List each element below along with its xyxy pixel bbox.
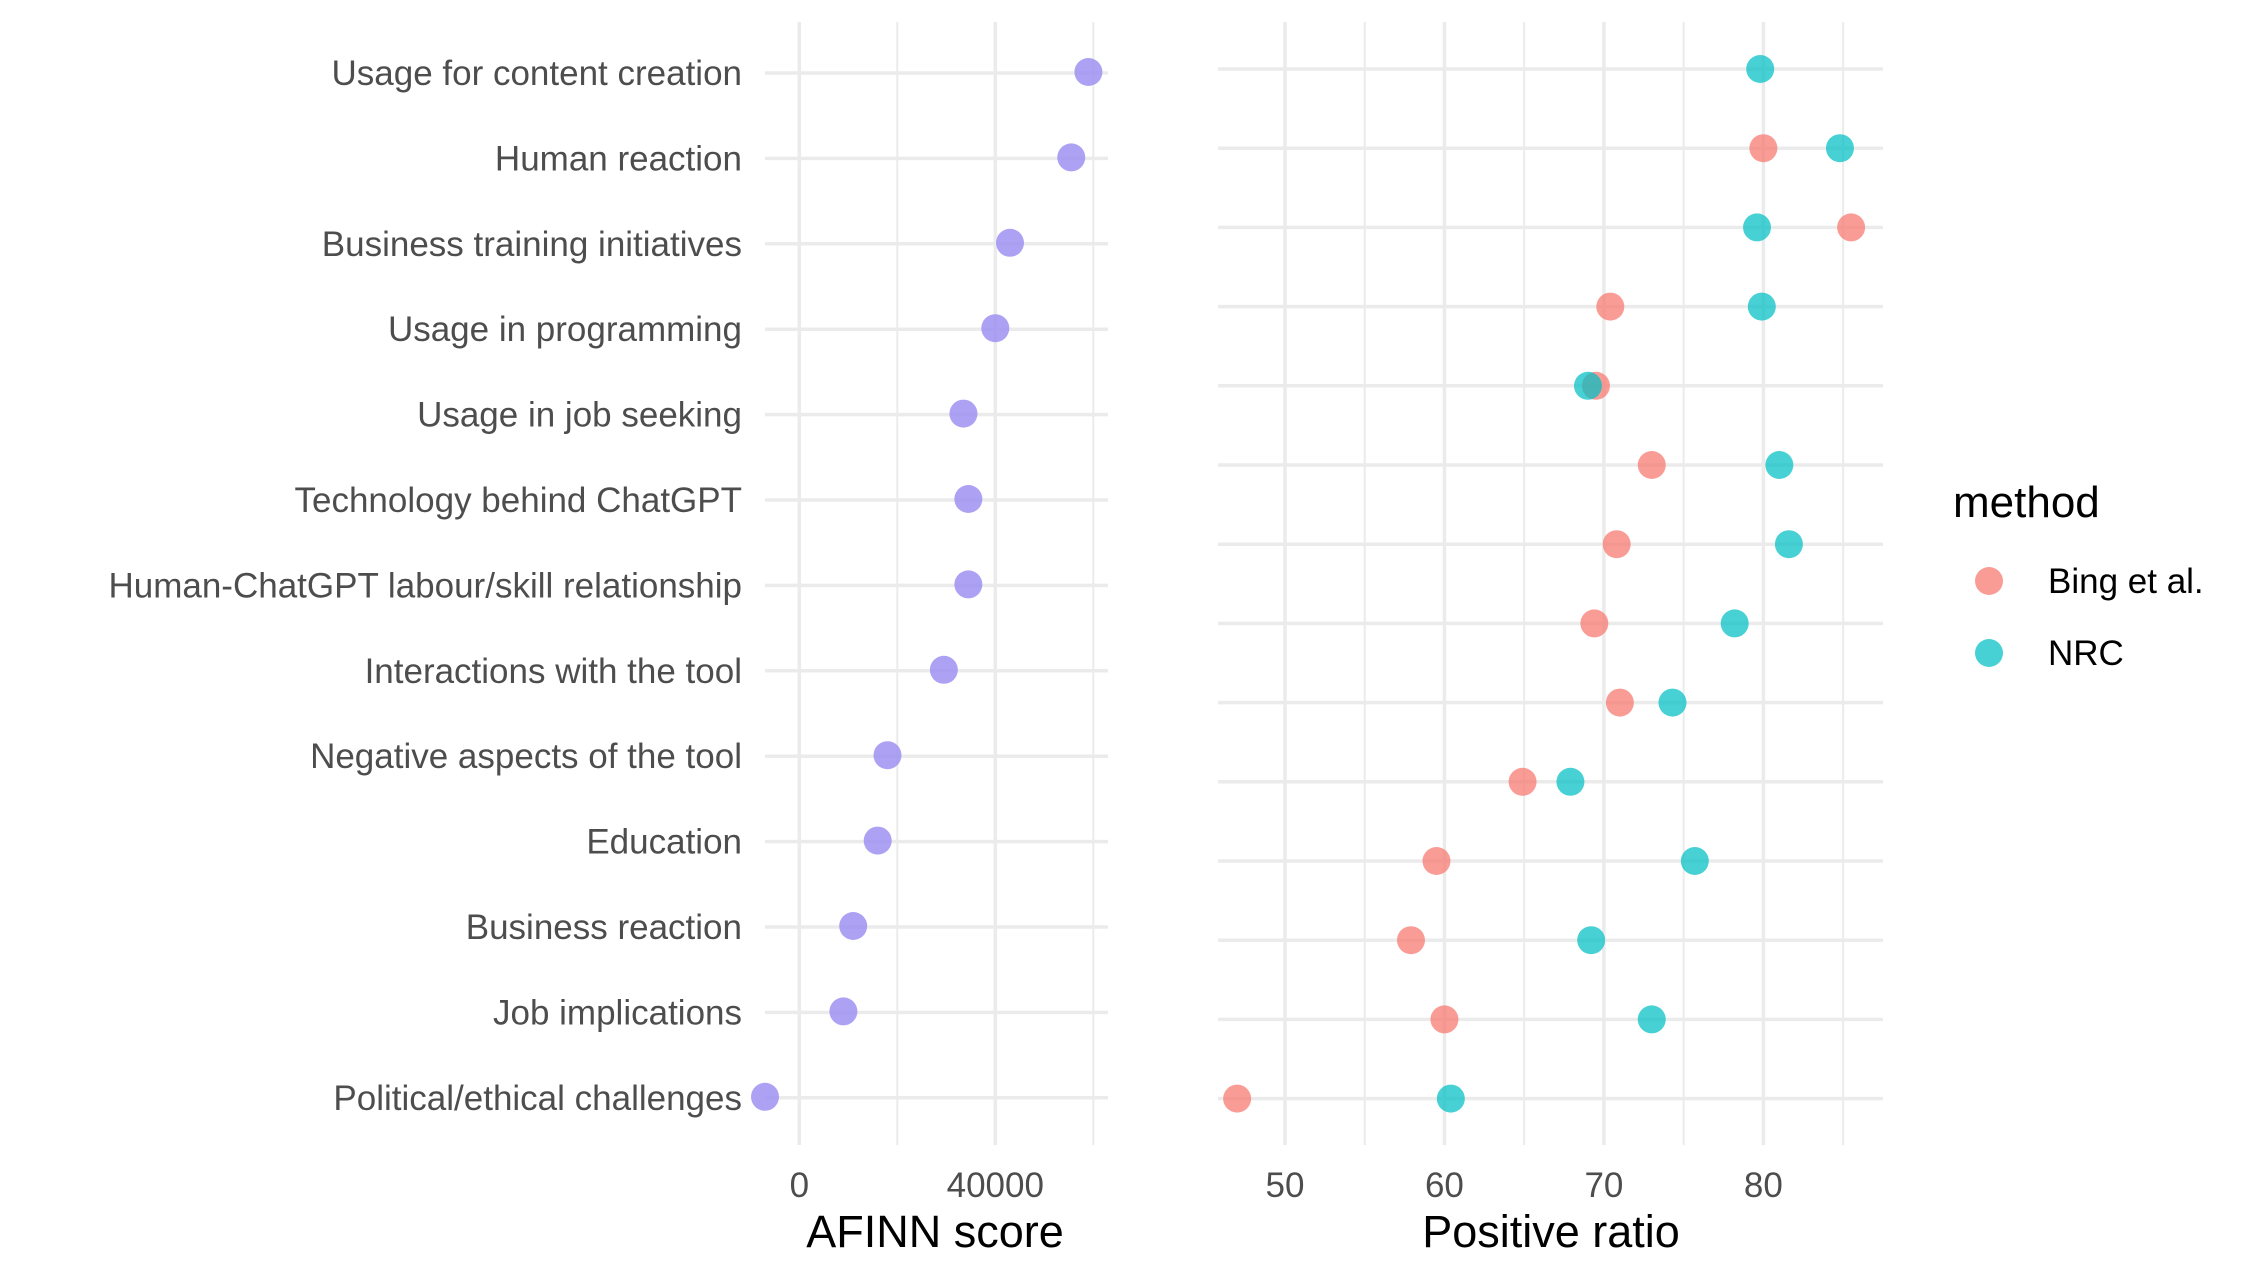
ratio-point-nrc-row-9 bbox=[1556, 767, 1585, 796]
ratio-point-nrc-row-11 bbox=[1577, 926, 1606, 955]
afinn-point-human-reaction bbox=[1057, 143, 1086, 172]
category-label-interactions-with-the-tool: Interactions with the tool bbox=[365, 652, 742, 691]
data-points bbox=[751, 55, 1866, 1113]
ratio-point-bing-et-al-row-5 bbox=[1637, 451, 1666, 479]
category-label-usage-in-job-seeking: Usage in job seeking bbox=[417, 396, 742, 435]
positive-ratio-x-axis-title: Positive ratio bbox=[1422, 1206, 1680, 1257]
ratio-tick-label-2: 70 bbox=[1584, 1166, 1623, 1205]
category-label-education: Education bbox=[586, 823, 742, 862]
afinn-point-usage-in-programming bbox=[981, 314, 1010, 343]
afinn-x-axis-title: AFINN score bbox=[806, 1206, 1064, 1257]
afinn-tick-label-0: 0 bbox=[790, 1166, 809, 1205]
category-label-usage-in-programming: Usage in programming bbox=[388, 310, 742, 349]
ratio-point-nrc-row-13 bbox=[1436, 1084, 1465, 1113]
x-tick-labels: 0 40000 50 60 70 80 bbox=[790, 1166, 1783, 1205]
legend-label-bing-et-al: Bing et al. bbox=[2048, 562, 2204, 601]
afinn-point-education bbox=[863, 826, 892, 855]
legend-key-nrc bbox=[1975, 639, 2003, 667]
ratio-point-nrc-row-12 bbox=[1637, 1005, 1666, 1034]
ratio-point-bing-et-al-row-1 bbox=[1749, 134, 1778, 163]
ratio-point-nrc-row-0 bbox=[1746, 55, 1775, 83]
ratio-point-bing-et-al-row-9 bbox=[1508, 767, 1537, 796]
category-label-human-reaction: Human reaction bbox=[495, 139, 742, 178]
ratio-point-nrc-row-6 bbox=[1774, 530, 1803, 559]
afinn-point-negative-aspects-of-the-tool bbox=[873, 741, 902, 770]
grid-lines bbox=[765, 22, 1883, 1145]
ratio-point-nrc-row-3 bbox=[1747, 292, 1776, 321]
category-label-usage-for-content-creation: Usage for content creation bbox=[331, 54, 742, 93]
category-label-human-chatgpt-labour-skill-relationship: Human-ChatGPT labour/skill relationship bbox=[108, 566, 742, 605]
ratio-point-nrc-row-5 bbox=[1765, 451, 1794, 479]
legend: method Bing et al. NRC bbox=[1953, 478, 2204, 673]
ratio-tick-label-3: 80 bbox=[1744, 1166, 1783, 1205]
category-label-technology-behind-chatgpt: Technology behind ChatGPT bbox=[295, 481, 743, 520]
ratio-point-nrc-row-8 bbox=[1658, 688, 1687, 717]
ratio-point-bing-et-al-row-12 bbox=[1430, 1005, 1459, 1034]
category-labels: Usage for content creation Human reaction… bbox=[108, 54, 742, 1118]
category-label-negative-aspects-of-the-tool: Negative aspects of the tool bbox=[310, 737, 742, 776]
legend-key-bing-et-al bbox=[1975, 567, 2003, 595]
afinn-point-technology-behind-chatgpt bbox=[954, 485, 983, 513]
category-label-business-reaction: Business reaction bbox=[466, 908, 742, 947]
ratio-point-nrc-row-1 bbox=[1825, 134, 1854, 163]
ratio-point-bing-et-al-row-10 bbox=[1422, 847, 1451, 875]
afinn-point-political-ethical-challenges bbox=[751, 1082, 779, 1111]
ratio-point-nrc-row-2 bbox=[1743, 213, 1772, 242]
ratio-tick-label-0: 50 bbox=[1266, 1166, 1305, 1205]
afinn-point-business-reaction bbox=[839, 912, 868, 940]
ratio-point-bing-et-al-row-8 bbox=[1605, 688, 1634, 717]
afinn-tick-label-1: 40000 bbox=[947, 1166, 1044, 1205]
afinn-point-usage-for-content-creation bbox=[1074, 58, 1103, 86]
afinn-point-job-implications bbox=[829, 997, 858, 1026]
category-label-business-training-initiatives: Business training initiatives bbox=[322, 225, 742, 264]
ratio-point-bing-et-al-row-6 bbox=[1602, 530, 1631, 559]
ratio-point-bing-et-al-row-11 bbox=[1396, 926, 1425, 955]
ratio-point-nrc-row-10 bbox=[1680, 847, 1709, 875]
afinn-point-interactions-with-the-tool bbox=[929, 655, 958, 684]
category-label-job-implications: Job implications bbox=[493, 993, 742, 1032]
ratio-point-nrc-row-4 bbox=[1573, 371, 1602, 400]
ratio-point-bing-et-al-row-7 bbox=[1580, 609, 1609, 638]
ratio-point-bing-et-al-row-13 bbox=[1223, 1084, 1252, 1113]
afinn-point-human-chatgpt-labour-skill-relationship bbox=[954, 570, 983, 599]
afinn-point-usage-in-job-seeking bbox=[949, 399, 978, 428]
legend-label-nrc: NRC bbox=[2048, 634, 2124, 673]
ratio-point-bing-et-al-row-2 bbox=[1837, 213, 1866, 242]
legend-title: method bbox=[1953, 478, 2100, 527]
ratio-tick-label-1: 60 bbox=[1425, 1166, 1464, 1205]
category-label-political-ethical-challenges: Political/ethical challenges bbox=[333, 1079, 742, 1118]
ratio-point-nrc-row-7 bbox=[1720, 609, 1749, 638]
ratio-point-bing-et-al-row-3 bbox=[1596, 292, 1625, 321]
afinn-point-business-training-initiatives bbox=[996, 228, 1024, 257]
